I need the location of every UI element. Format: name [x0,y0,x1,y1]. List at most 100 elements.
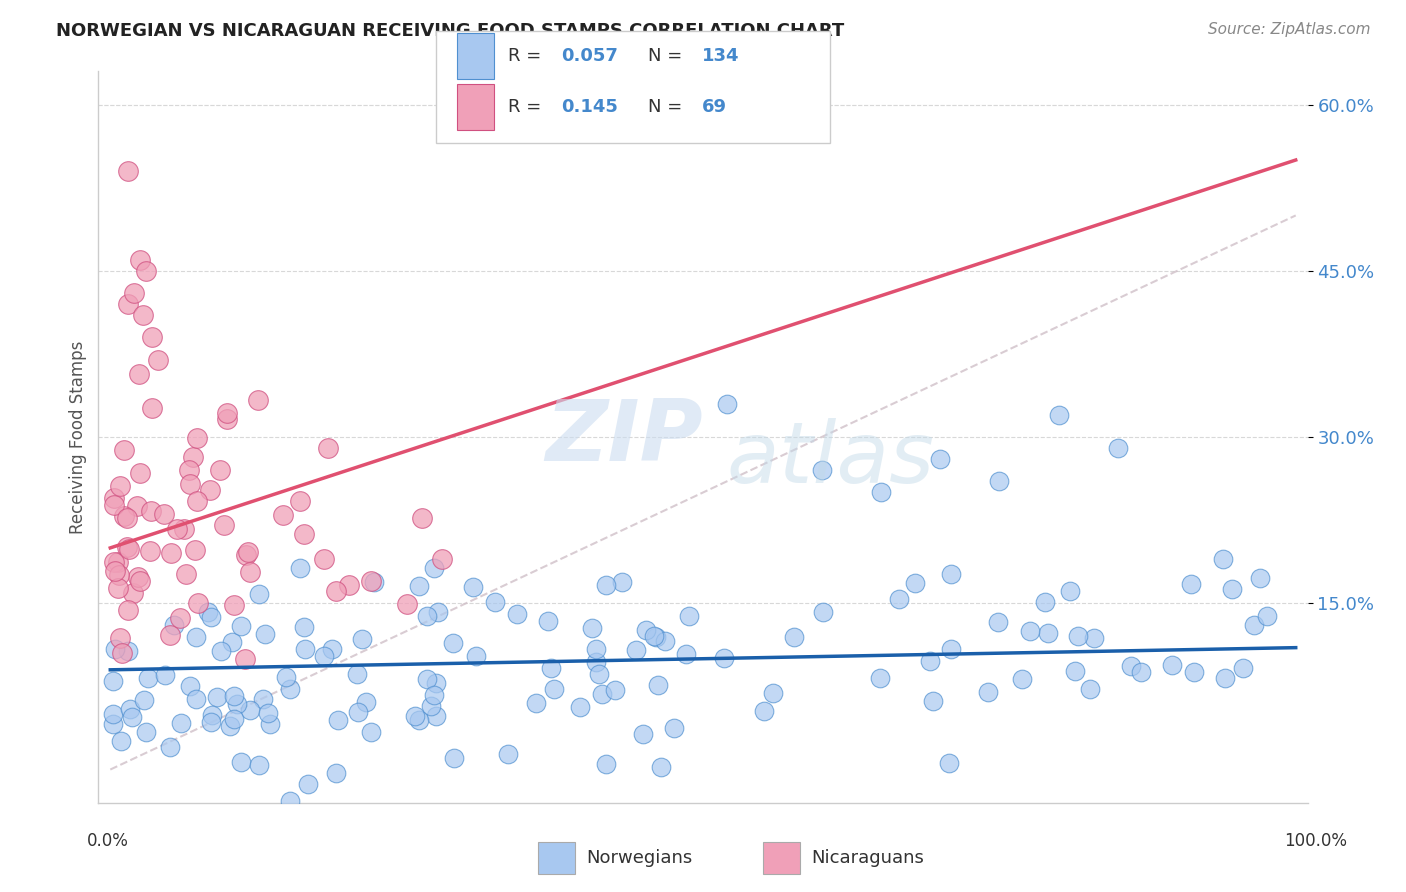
Point [461,580,484,594]
Point [987,615,1010,629]
Point [117,164,139,178]
Point [259,717,281,731]
Point [337,578,360,592]
Point [1180,577,1202,591]
Point [484,595,506,609]
Point [1129,665,1152,680]
Point [186,692,208,706]
Point [247,587,270,601]
Point [423,561,446,575]
Point [197,605,219,619]
Point [643,629,665,643]
Point [108,478,131,492]
Point [1213,671,1236,685]
Point [810,463,832,477]
Point [141,504,163,518]
Point [524,697,547,711]
Point [363,574,385,589]
Point [233,651,256,665]
Point [869,485,891,500]
Point [1220,582,1243,597]
Point [135,724,157,739]
Point [443,750,465,764]
Point [1067,629,1090,643]
Point [179,679,201,693]
Point [231,619,253,633]
Point [1078,681,1101,696]
Point [209,643,232,657]
Text: R =: R = [508,47,547,65]
Point [591,688,613,702]
Point [104,642,127,657]
Point [360,574,382,589]
Point [271,508,294,522]
Point [179,463,201,477]
Point [115,511,138,525]
Text: R =: R = [508,98,547,116]
Text: 134: 134 [702,47,740,65]
Point [612,574,634,589]
Point [624,643,647,657]
Point [918,655,941,669]
Point [103,555,125,569]
Point [585,655,607,669]
Point [441,636,464,650]
Point [153,507,176,521]
Point [634,623,657,637]
Point [325,583,347,598]
Point [207,690,229,705]
Point [869,671,891,685]
Point [108,631,131,645]
Point [110,734,132,748]
Point [921,694,943,708]
Point [675,648,697,662]
Point [713,651,735,665]
Point [166,522,188,536]
Point [633,727,655,741]
Point [222,712,245,726]
Point [887,592,910,607]
Point [595,577,617,591]
Point [200,714,222,729]
Point [325,766,347,780]
Point [1059,583,1081,598]
Point [464,649,486,664]
Text: 0.145: 0.145 [561,98,617,116]
Point [127,499,149,513]
Text: Norwegians: Norwegians [586,849,693,867]
Point [654,633,676,648]
Point [1121,659,1143,673]
Point [316,441,339,455]
Point [235,549,257,563]
Point [326,713,349,727]
Point [1182,665,1205,679]
Text: ZIP: ZIP [546,395,703,479]
Point [354,695,377,709]
Point [184,543,207,558]
Text: 0.057: 0.057 [561,47,617,65]
Text: N =: N = [648,47,688,65]
Point [411,511,433,525]
Point [200,707,222,722]
Point [408,579,430,593]
Point [112,443,135,458]
Point [294,642,316,657]
Point [588,667,610,681]
Point [416,608,439,623]
Point [256,706,278,720]
Point [122,285,145,300]
Point [117,540,139,554]
Point [347,706,370,720]
Point [1212,552,1234,566]
Point [425,676,447,690]
Point [141,401,163,415]
Point [408,713,430,727]
Point [129,252,152,267]
Point [112,508,135,523]
Point [219,719,242,733]
Point [662,721,685,735]
Point [752,704,775,718]
Point [292,527,315,541]
Text: atlas: atlas [727,417,935,500]
Point [904,576,927,591]
